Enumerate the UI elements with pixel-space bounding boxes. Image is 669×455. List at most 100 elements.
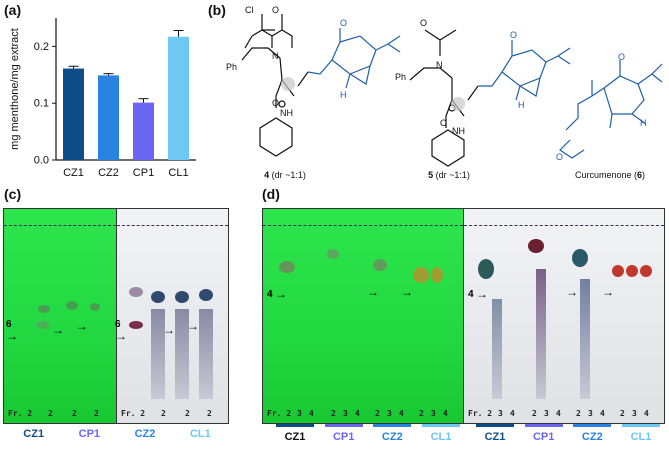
- lane-label: 4: [309, 409, 314, 418]
- tlc-spot: [90, 303, 100, 311]
- legend-d-cl1: CL1: [421, 424, 460, 445]
- tlc-streak: [536, 269, 546, 399]
- caption-compound-6: Curcumenone (6): [560, 170, 660, 180]
- caption-6-pre: Curcumenone (: [574, 170, 637, 180]
- legend-d2-label: CZ1: [484, 431, 506, 443]
- tlc-plate-d-stained: 4 → → → Fr. 2 3 4 2 3 4 2 3 4 2 3 4: [463, 208, 665, 424]
- lane-label: Fr. 2: [468, 409, 493, 418]
- legend-d2-cz1: CZ1: [476, 424, 514, 445]
- legend-d2-label: CP1: [532, 431, 555, 443]
- atom-o-4b: O: [272, 98, 280, 108]
- x-tick-label: CZ1: [63, 167, 84, 179]
- tlc-spot: [36, 321, 50, 329]
- legend-d2-cp1: CP1: [524, 424, 563, 445]
- atom-o-5b: O: [440, 118, 448, 128]
- x-tick-label: CL1: [168, 167, 188, 179]
- tlc-spot: [151, 291, 165, 303]
- x-tick-label: CP1: [133, 167, 154, 179]
- lane-label: 4: [355, 409, 360, 418]
- atom-o-4a: O: [272, 5, 280, 15]
- atom-ph-5: Ph: [395, 72, 407, 82]
- legend-d-label: CL1: [430, 431, 452, 443]
- solvent-front-line: [464, 225, 664, 226]
- legend-d-cz1: CZ1: [276, 424, 314, 445]
- solvent-front-line: [117, 225, 228, 226]
- arrow-icon: →: [6, 329, 18, 343]
- lane-label: 2: [375, 409, 380, 418]
- tlc-marker-6-c: 6: [6, 319, 12, 330]
- lane-label: 2: [72, 409, 77, 418]
- atom-h-4: H: [340, 90, 347, 100]
- legend-bar: [324, 424, 363, 427]
- bar-cz1: [63, 68, 84, 160]
- lane-label: 2: [94, 409, 99, 418]
- bar-cl1: [168, 36, 189, 160]
- legend-d-label: CP1: [332, 431, 355, 443]
- compound-6-structure: [559, 60, 663, 159]
- y-axis-label: mg menthone/mg extract: [9, 28, 21, 150]
- tlc-spot: [612, 265, 624, 277]
- compound-4-terpene: [307, 28, 401, 89]
- lane-label: 2: [185, 409, 190, 418]
- atom-nh-5: NH: [452, 126, 465, 136]
- compound-4-structure: [241, 14, 309, 157]
- atom-n-4: N: [272, 51, 279, 61]
- tlc-spot: [279, 261, 295, 273]
- tlc-spot: [175, 291, 189, 303]
- tlc-streak: [151, 309, 165, 399]
- atom-o-6a: O: [618, 52, 626, 62]
- solvent-front-line: [4, 225, 116, 226]
- lane-label: 3: [498, 409, 503, 418]
- arrow-icon: →: [476, 287, 488, 301]
- legend-d-label: CZ1: [284, 431, 306, 443]
- panel-label-d: (d): [262, 186, 280, 202]
- lane-label: 4: [644, 409, 649, 418]
- arrow-icon: →: [401, 285, 413, 299]
- tlc-spot: [626, 265, 638, 277]
- y-tick-label: 0.1: [34, 98, 49, 110]
- arrow-icon: →: [275, 287, 287, 301]
- tlc-spot: [431, 267, 443, 283]
- arrow-icon: →: [566, 285, 578, 299]
- legend-d-stained: CZ1 CP1 CZ2 CL1: [476, 424, 660, 445]
- tlc-spot: [413, 267, 429, 283]
- legend-bar: [524, 424, 563, 427]
- tlc-marker-6-c-stained: 6: [115, 319, 121, 330]
- lane-label: Fr. 2: [267, 409, 292, 418]
- compound-5-structure: [409, 29, 479, 167]
- tlc-spot: [327, 249, 339, 259]
- solvent-front-line: [263, 225, 463, 226]
- tlc-spot: [38, 305, 50, 313]
- legend-bar: [621, 424, 660, 427]
- bar-cz2: [98, 75, 119, 160]
- caption-6-post: ): [642, 170, 646, 180]
- tlc-marker-4-d: 4: [267, 289, 273, 300]
- lane-label: 2: [576, 409, 581, 418]
- legend-cp1: CP1: [78, 428, 101, 440]
- panel-label-b: (b): [208, 2, 226, 18]
- tlc-streak: [199, 309, 213, 399]
- legend-bar: [276, 424, 314, 427]
- lane-label: 3: [632, 409, 637, 418]
- tlc-streak: [175, 309, 189, 399]
- lane-label: 3: [297, 409, 302, 418]
- tlc-plate-c-stained: 6 → → → Fr. 2 2 2 2: [115, 208, 229, 424]
- atom-o-5a: O: [420, 18, 428, 28]
- tlc-streak: [492, 299, 502, 399]
- chemical-structures: [241, 14, 663, 167]
- tlc-plate-d-uv: 4 → → → Fr. 2 3 4 2 3 4 2 3 4 2 3 4: [262, 208, 464, 424]
- atom-nh-4: NH: [280, 108, 293, 118]
- atom-ph-4: Ph: [226, 62, 238, 72]
- lane-label: 2: [331, 409, 336, 418]
- atom-n-5: N: [436, 60, 443, 70]
- legend-cz2: CZ2: [134, 428, 156, 440]
- tlc-spot: [129, 287, 143, 297]
- tlc-spot: [572, 249, 588, 267]
- arrow-icon: →: [115, 329, 127, 343]
- caption-5-num: 5: [428, 170, 434, 180]
- panel-label-a: (a): [4, 2, 22, 18]
- tlc-spot: [528, 239, 544, 253]
- atom-o-terpene-4: O: [340, 18, 348, 28]
- lane-label: 3: [431, 409, 436, 418]
- tlc-spot: [640, 265, 652, 277]
